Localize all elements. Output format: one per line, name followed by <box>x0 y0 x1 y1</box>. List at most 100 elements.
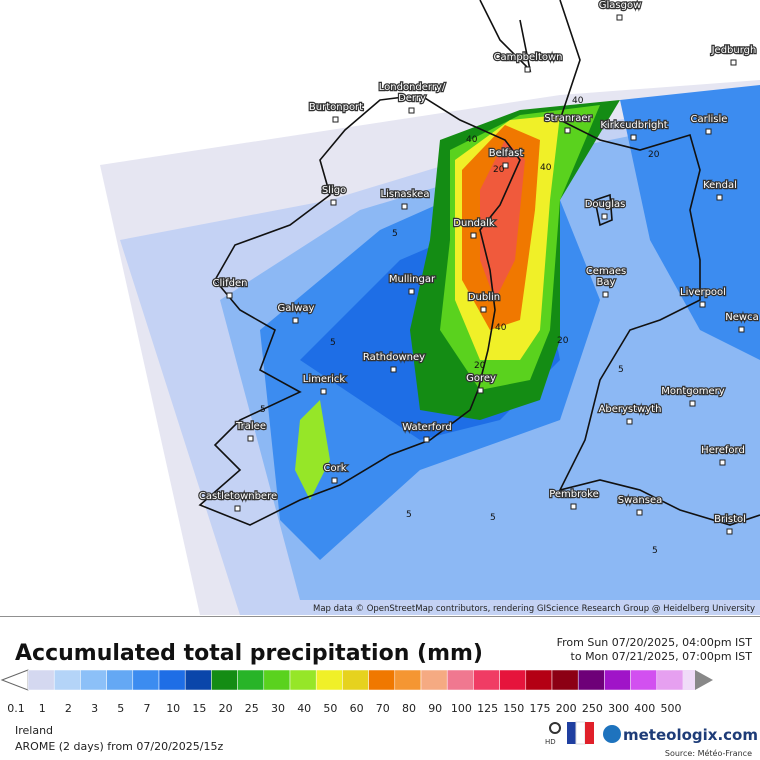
legend-tick-label: 20 <box>219 702 233 715</box>
legend-tick-label: 500 <box>661 702 682 715</box>
city-marker <box>602 291 609 298</box>
legend-swatch <box>420 669 448 691</box>
legend-arrow-high <box>695 670 713 690</box>
city-marker <box>616 14 623 21</box>
legend-tick-label: 3 <box>91 702 98 715</box>
legend-swatch <box>263 669 291 691</box>
legend-swatch <box>211 669 238 691</box>
city-marker <box>480 306 487 313</box>
legend-tick-label: 25 <box>245 702 259 715</box>
city-label: Tralee <box>235 421 266 432</box>
legend-title: Accumulated total precipitation (mm) <box>15 641 483 666</box>
city-label: Douglas <box>585 199 626 210</box>
contour-label: 5 <box>330 338 336 348</box>
map: Map data © OpenStreetMap contributors, r… <box>100 0 760 615</box>
city-label: Galway <box>278 303 315 314</box>
legend-tick-label: 150 <box>503 702 524 715</box>
city-label: Pembroke <box>549 489 599 500</box>
legend-tick-label: 175 <box>530 702 551 715</box>
legend-swatch <box>630 669 658 691</box>
legend-tick-label: 2 <box>65 702 72 715</box>
legend-swatch <box>27 669 55 691</box>
city-label: Swansea <box>618 495 662 506</box>
city-marker <box>626 418 633 425</box>
hd-label: HD <box>545 738 556 746</box>
brand[interactable]: meteologix.com <box>623 726 758 744</box>
period-to: to Mon 07/21/2025, 07:00pm IST <box>571 650 753 663</box>
legend-tick-label: 30 <box>271 702 285 715</box>
contour-label: 5 <box>618 365 624 375</box>
legend-swatch <box>446 669 474 691</box>
legend-swatch <box>499 669 527 691</box>
city-marker <box>292 317 299 324</box>
city-marker <box>726 528 733 535</box>
period-from: From Sun 07/20/2025, 04:00pm IST <box>557 636 753 649</box>
legend-swatch <box>551 669 579 691</box>
legend-tick-label: 250 <box>582 702 603 715</box>
legend-swatch <box>237 669 265 691</box>
city-marker <box>247 435 254 442</box>
city-label: Lisnaskea <box>381 189 430 200</box>
city-marker <box>738 326 745 333</box>
legend-panel: Accumulated total precipitation (mm) Fro… <box>0 616 760 758</box>
city-label: Dundalk <box>453 218 495 229</box>
city-label: Rathdowney <box>363 352 425 363</box>
contour-label: 5 <box>652 546 658 556</box>
city-label: Kirkcudbright <box>600 120 667 131</box>
city-marker <box>699 301 706 308</box>
city-marker <box>320 388 327 395</box>
city-marker <box>630 134 637 141</box>
contour-label: 5 <box>490 513 496 523</box>
city-label: Newca <box>725 312 758 323</box>
model: AROME (2 days) from 07/20/2025/15z <box>15 740 224 753</box>
legend-swatch <box>342 669 369 691</box>
city-label: Kendal <box>703 180 737 191</box>
city-marker <box>470 232 477 239</box>
city-label: Limerick <box>303 374 346 385</box>
legend-arrow-low <box>0 669 29 691</box>
legend-swatch <box>80 669 107 691</box>
city-label: Bristol <box>714 514 746 525</box>
zoom-icon[interactable] <box>549 722 561 734</box>
legend-swatch <box>53 669 81 691</box>
city-label: Belfast <box>489 148 524 159</box>
city-marker <box>332 116 339 123</box>
brand-logo[interactable] <box>603 725 621 743</box>
flag-white <box>575 721 586 745</box>
contour-label: 40 <box>572 96 584 106</box>
flag-red <box>585 722 594 744</box>
legend-tick-label: 200 <box>556 702 577 715</box>
city-marker <box>730 59 737 66</box>
legend-swatch-high <box>683 670 695 690</box>
legend-swatch <box>184 669 212 691</box>
legend-tick-label: 10 <box>166 702 180 715</box>
city-marker <box>705 128 712 135</box>
legend-swatch <box>106 669 134 691</box>
legend-tick-label: 90 <box>428 702 442 715</box>
contour-label: 20 <box>557 336 569 346</box>
city-marker <box>564 127 571 134</box>
legend-tick-label: 80 <box>402 702 416 715</box>
city-marker <box>716 194 723 201</box>
city-marker <box>636 509 643 516</box>
city-marker <box>570 503 577 510</box>
contour-label: 20 <box>648 150 660 160</box>
city-marker <box>408 288 415 295</box>
city-label: Waterford <box>402 422 451 433</box>
legend-tick-label: 100 <box>451 702 472 715</box>
city-marker <box>226 292 233 299</box>
legend-tick-label: 300 <box>608 702 629 715</box>
legend-swatch <box>525 669 553 691</box>
legend-swatch <box>394 669 422 691</box>
city-label: Sligo <box>322 185 346 196</box>
city-marker <box>330 199 337 206</box>
city-marker <box>689 400 696 407</box>
contour-label: 5 <box>406 510 412 520</box>
city-label: Cork <box>323 463 346 474</box>
city-label: Clifden <box>213 278 248 289</box>
city-label: Dublin <box>468 292 500 303</box>
contour-label: 20 <box>474 361 486 371</box>
city-label: Cemaes Bay <box>586 266 626 288</box>
city-marker <box>390 366 397 373</box>
city-marker <box>234 505 241 512</box>
